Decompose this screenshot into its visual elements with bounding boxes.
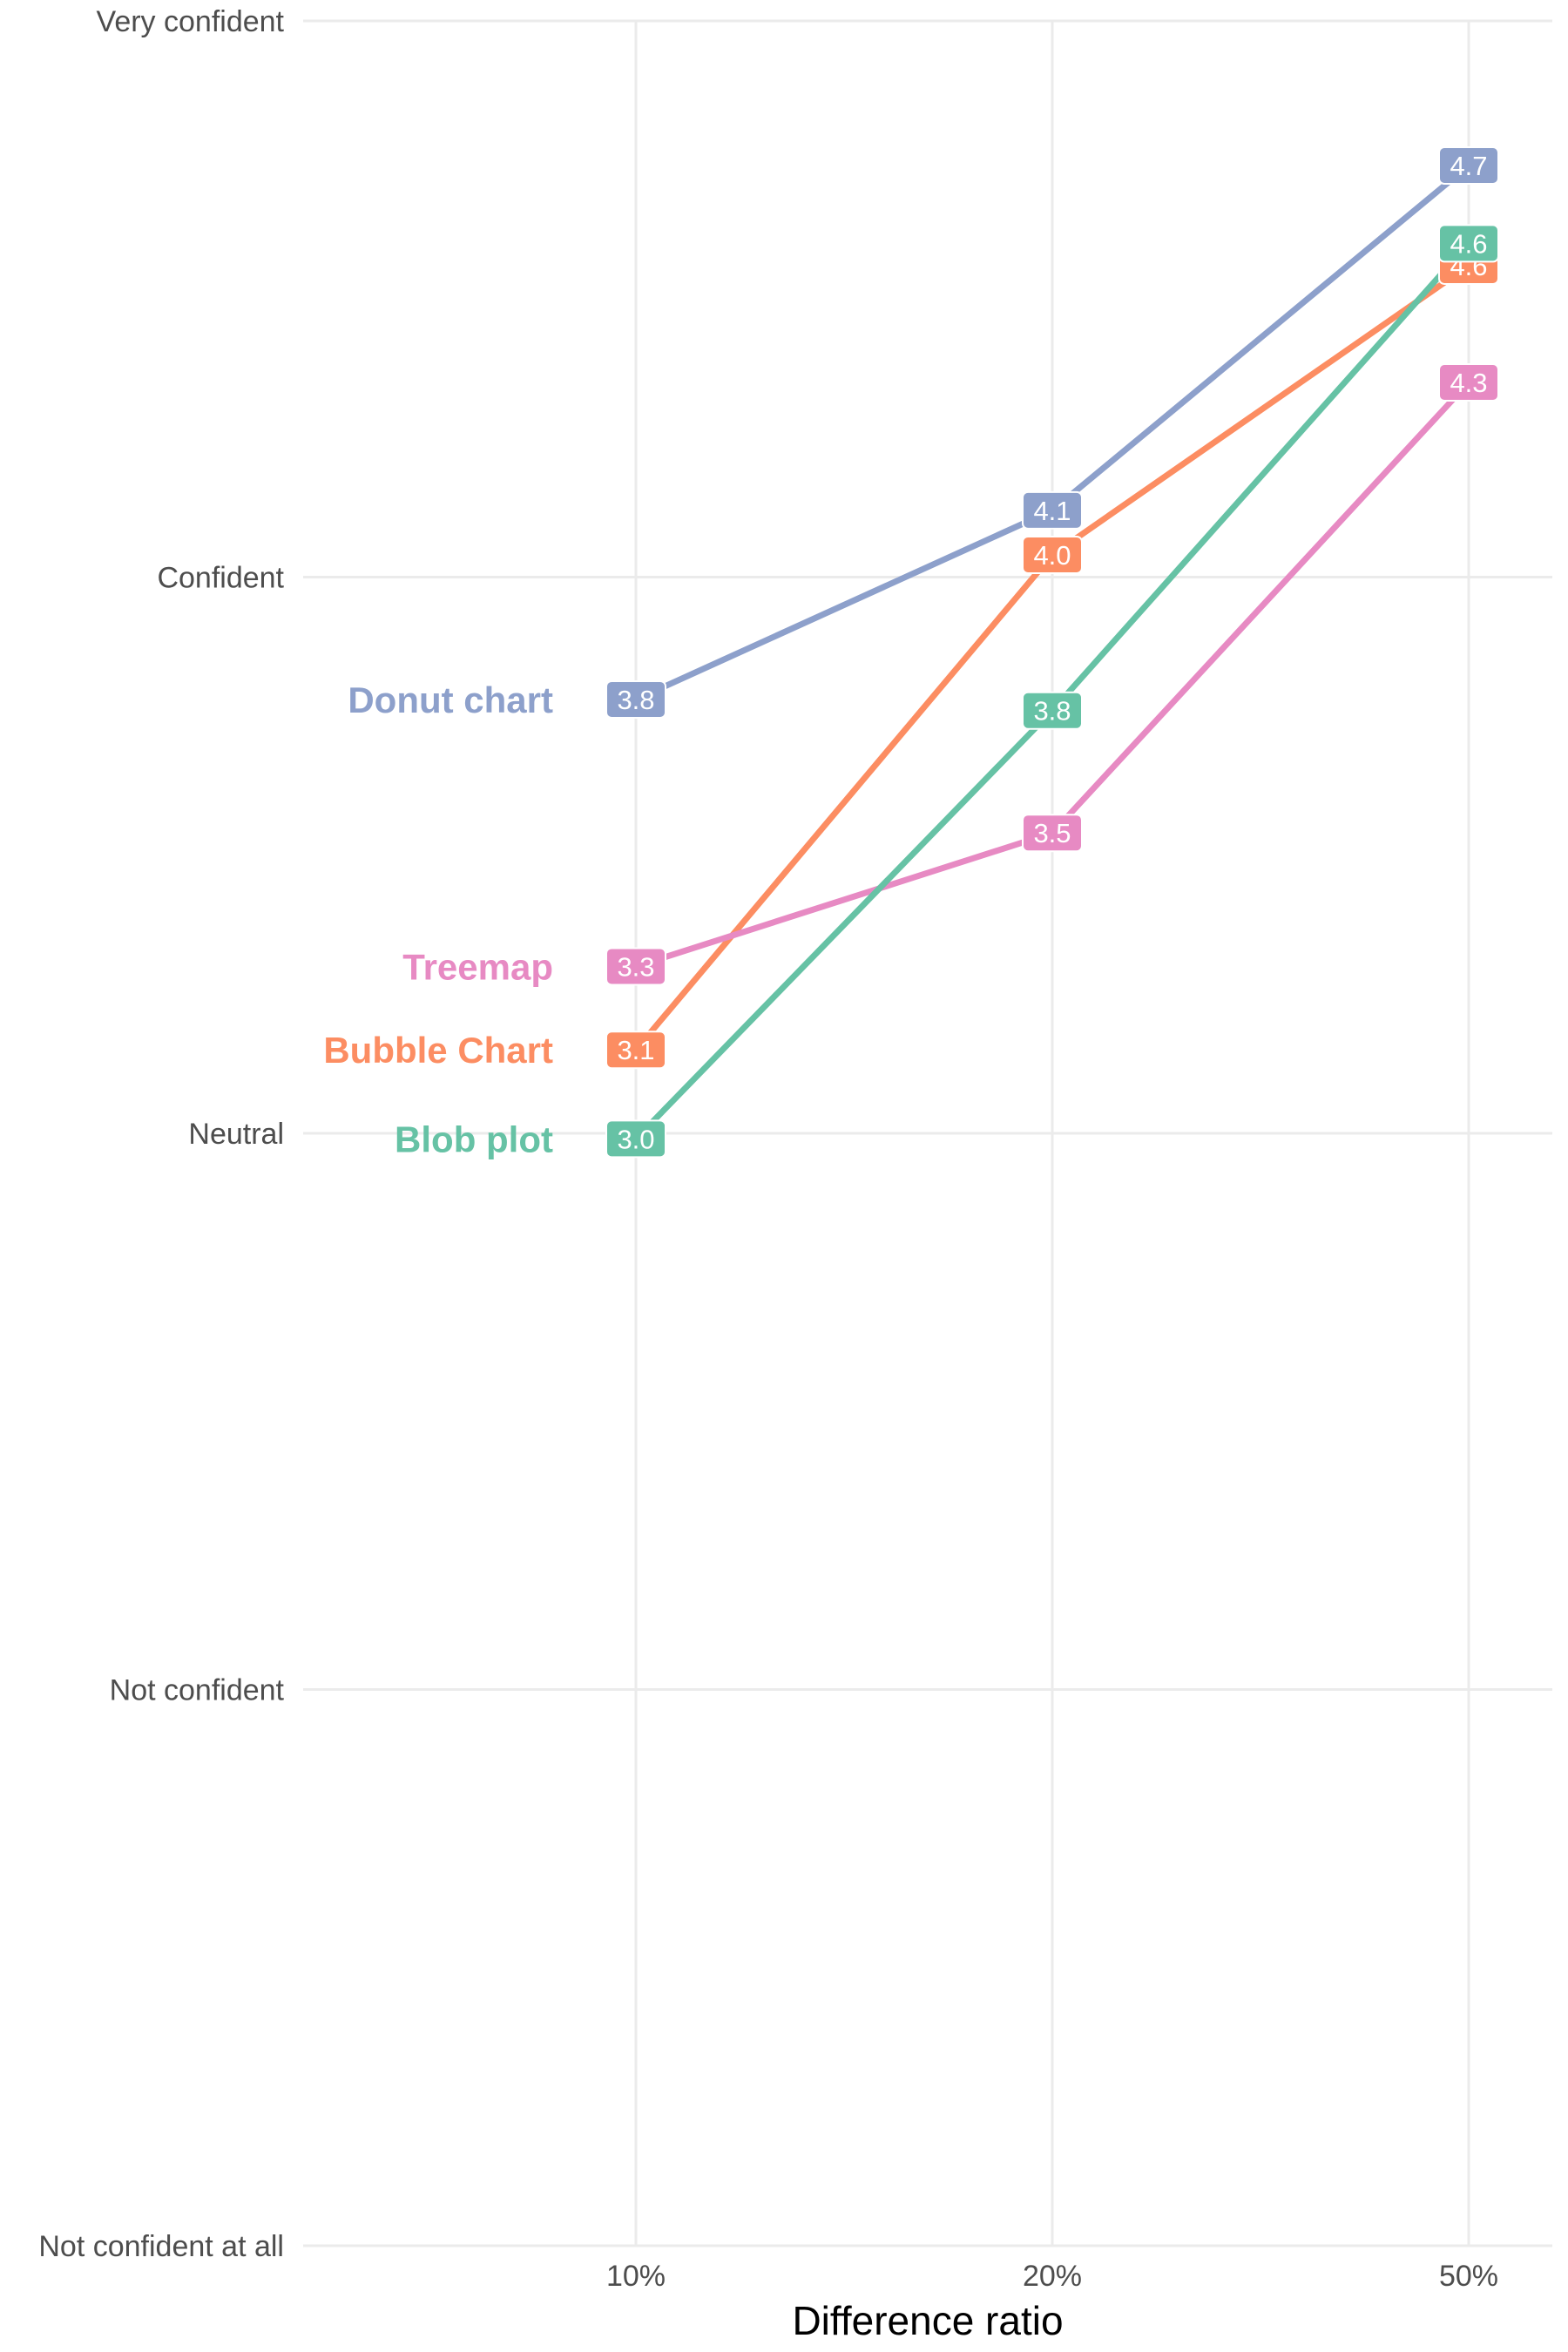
series-label-donut-chart: Donut chart <box>348 679 553 720</box>
data-label: 4.0 <box>1022 535 1083 574</box>
data-label-text: 3.8 <box>617 685 654 715</box>
data-label: 3.3 <box>605 947 666 986</box>
y-axis-ticks: Not confident at all Not confident Neutral… <box>38 5 284 2263</box>
x-axis-ticks: 10% 20% 50% <box>606 2260 1498 2293</box>
data-label-box <box>1022 691 1083 730</box>
y-tick-label: Very confident <box>97 5 285 38</box>
data-label-box <box>605 679 666 719</box>
data-label-text: 4.0 <box>1033 540 1071 571</box>
data-label-box <box>605 1119 666 1159</box>
data-label: 4.1 <box>1022 490 1083 530</box>
data-label: 3.0 <box>605 1119 666 1159</box>
data-label-text: 3.5 <box>1033 818 1071 848</box>
x-axis-title: Difference ratio <box>792 2298 1063 2343</box>
data-label: 3.8 <box>605 679 666 719</box>
data-label-text: 3.3 <box>617 951 654 982</box>
y-tick-label: Neutral <box>188 1118 284 1151</box>
x-tick-label: 20% <box>1023 2260 1082 2293</box>
data-label-box <box>605 947 666 986</box>
data-label-text: 3.1 <box>617 1035 654 1065</box>
data-label-box <box>1438 146 1499 186</box>
data-labels: 3.84.14.73.14.04.63.33.54.33.03.84.6 <box>605 146 1499 1159</box>
y-tick-label: Confident <box>157 562 284 595</box>
data-label: 4.6 <box>1438 224 1499 263</box>
data-label-box <box>1022 490 1083 530</box>
series-label-bubble-chart: Bubble Chart <box>323 1030 553 1071</box>
data-label-text: 4.1 <box>1033 496 1071 526</box>
y-tick-label: Not confident <box>110 1674 285 1707</box>
data-label-text: 4.6 <box>1450 228 1487 259</box>
data-label-text: 4.7 <box>1450 151 1487 181</box>
data-label-text: 3.8 <box>1033 696 1071 727</box>
series-label-treemap: Treemap <box>402 946 553 987</box>
data-label-box <box>1438 224 1499 263</box>
data-label-box <box>1022 814 1083 853</box>
data-label-box <box>605 1031 666 1070</box>
x-tick-label: 50% <box>1439 2260 1498 2293</box>
data-label: 3.5 <box>1022 814 1083 853</box>
data-label: 4.3 <box>1438 363 1499 402</box>
data-label-text: 4.3 <box>1450 368 1487 398</box>
data-label: 3.8 <box>1022 691 1083 730</box>
data-label-text: 3.0 <box>617 1124 654 1154</box>
series-labels: Donut chart Bubble Chart Treemap Blob plot <box>323 679 553 1159</box>
data-label: 4.7 <box>1438 146 1499 186</box>
data-label-box <box>1022 535 1083 574</box>
data-label: 3.1 <box>605 1031 666 1070</box>
x-tick-label: 10% <box>606 2260 666 2293</box>
y-tick-label: Not confident at all <box>38 2230 284 2263</box>
data-label-box <box>1438 363 1499 402</box>
series-label-blob-plot: Blob plot <box>395 1119 553 1159</box>
